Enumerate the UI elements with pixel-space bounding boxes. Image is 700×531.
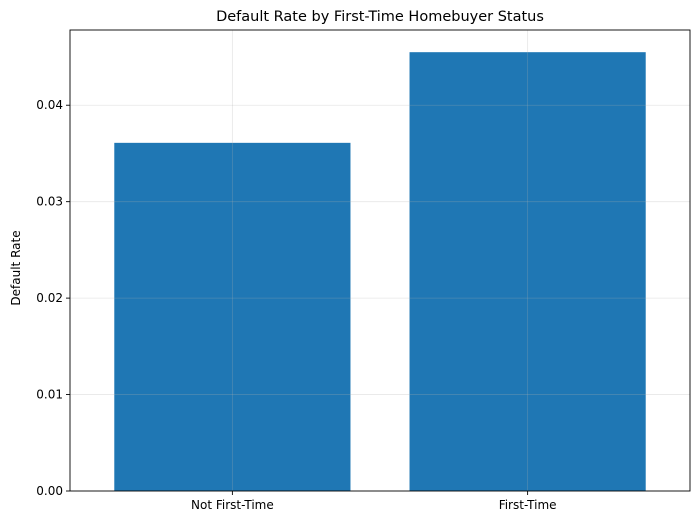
y-tick-label: 0.04 — [36, 98, 63, 112]
chart-title: Default Rate by First-Time Homebuyer Sta… — [216, 9, 544, 25]
y-tick-label: 0.00 — [36, 484, 63, 498]
y-tick-label: 0.01 — [36, 388, 63, 402]
x-tick-label: Not First-Time — [191, 498, 274, 512]
plot-frame — [69, 29, 691, 492]
axes: 0.00 0.01 0.02 0.03 0.04 Not First-Time First-… — [36, 29, 691, 512]
y-tick-label: 0.03 — [36, 195, 63, 209]
bars — [114, 52, 646, 491]
bar-first-time — [409, 52, 646, 491]
y-axis-label: Default Rate — [9, 230, 23, 305]
x-tick-label: First-Time — [499, 498, 557, 512]
y-tick-label: 0.02 — [36, 291, 63, 305]
bar-not-first-time — [114, 142, 351, 491]
